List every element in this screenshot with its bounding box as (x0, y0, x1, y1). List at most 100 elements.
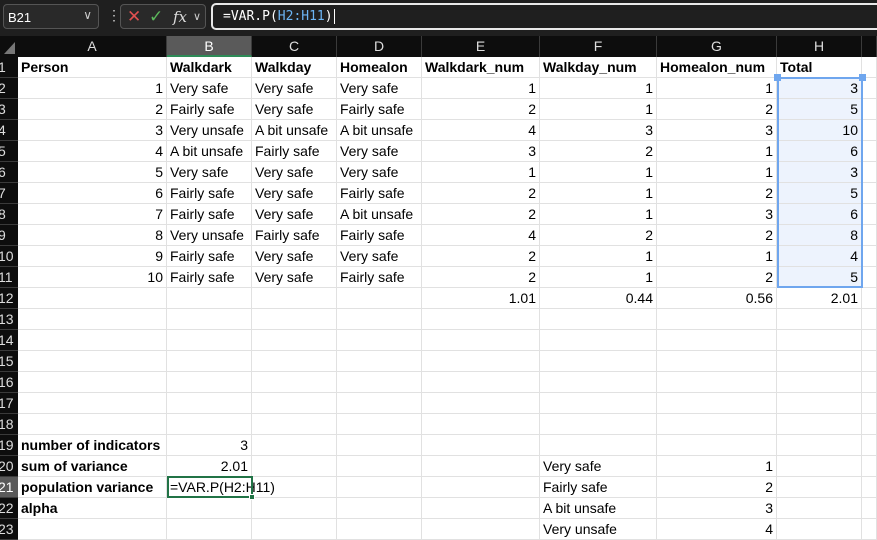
row-header-3[interactable]: 3 (0, 99, 18, 120)
cell-H18[interactable] (777, 414, 862, 435)
cell-C8[interactable]: Very safe (252, 204, 337, 225)
cell-E2[interactable]: 1 (422, 78, 540, 99)
insert-function-button[interactable]: fx (173, 8, 188, 26)
cell-A17[interactable] (18, 393, 167, 414)
cell-B23[interactable] (167, 519, 252, 540)
cell-C21[interactable] (252, 477, 337, 498)
cell-G10[interactable]: 1 (657, 246, 777, 267)
cell-G5[interactable]: 1 (657, 141, 777, 162)
cell-E1[interactable]: Walkdark_num (422, 57, 540, 78)
row-header-12[interactable]: 12 (0, 288, 18, 309)
cell-I20[interactable] (862, 456, 877, 477)
formula-input[interactable]: =VAR.P(H2:H11) (211, 3, 877, 30)
cell-I3[interactable] (862, 99, 877, 120)
cell-E4[interactable]: 4 (422, 120, 540, 141)
cell-A13[interactable] (18, 309, 167, 330)
cell-E6[interactable]: 1 (422, 162, 540, 183)
cell-C23[interactable] (252, 519, 337, 540)
cell-I12[interactable] (862, 288, 877, 309)
cell-G16[interactable] (657, 372, 777, 393)
cell-B18[interactable] (167, 414, 252, 435)
cell-H13[interactable] (777, 309, 862, 330)
cell-I5[interactable] (862, 141, 877, 162)
row-header-16[interactable]: 16 (0, 372, 18, 393)
cell-G19[interactable] (657, 435, 777, 456)
cell-I9[interactable] (862, 225, 877, 246)
cell-B21[interactable]: =VAR.P(H2:H11) (167, 477, 275, 498)
cell-B10[interactable]: Fairly safe (167, 246, 252, 267)
cell-F8[interactable]: 1 (540, 204, 657, 225)
cell-I13[interactable] (862, 309, 877, 330)
cell-H17[interactable] (777, 393, 862, 414)
cell-A14[interactable] (18, 330, 167, 351)
cell-A20[interactable]: sum of variance (18, 456, 167, 477)
cell-H14[interactable] (777, 330, 862, 351)
cell-B3[interactable]: Fairly safe (167, 99, 252, 120)
cell-C18[interactable] (252, 414, 337, 435)
cell-C16[interactable] (252, 372, 337, 393)
cell-H9[interactable]: 8 (777, 225, 862, 246)
cell-G17[interactable] (657, 393, 777, 414)
row-header-14[interactable]: 14 (0, 330, 18, 351)
cell-H16[interactable] (777, 372, 862, 393)
cell-H10[interactable]: 4 (777, 246, 862, 267)
cell-D13[interactable] (337, 309, 422, 330)
cell-G9[interactable]: 2 (657, 225, 777, 246)
cell-A21[interactable]: population variance (18, 477, 167, 498)
cell-D7[interactable]: Fairly safe (337, 183, 422, 204)
cell-C4[interactable]: A bit unsafe (252, 120, 337, 141)
cell-F18[interactable] (540, 414, 657, 435)
cell-E22[interactable] (422, 498, 540, 519)
cell-D15[interactable] (337, 351, 422, 372)
cell-A1[interactable]: Person (18, 57, 167, 78)
cell-D20[interactable] (337, 456, 422, 477)
cell-A10[interactable]: 9 (18, 246, 167, 267)
cell-F17[interactable] (540, 393, 657, 414)
cell-A12[interactable] (18, 288, 167, 309)
cell-H8[interactable]: 6 (777, 204, 862, 225)
cell-I10[interactable] (862, 246, 877, 267)
cell-C3[interactable]: Very safe (252, 99, 337, 120)
cell-F6[interactable]: 1 (540, 162, 657, 183)
cell-D3[interactable]: Fairly safe (337, 99, 422, 120)
cell-D6[interactable]: Very safe (337, 162, 422, 183)
cell-C12[interactable] (252, 288, 337, 309)
select-all-button[interactable] (0, 36, 18, 57)
cell-B7[interactable]: Fairly safe (167, 183, 252, 204)
cell-B15[interactable] (167, 351, 252, 372)
cell-F3[interactable]: 1 (540, 99, 657, 120)
cell-E23[interactable] (422, 519, 540, 540)
cell-C9[interactable]: Fairly safe (252, 225, 337, 246)
row-header-13[interactable]: 13 (0, 309, 18, 330)
cell-A9[interactable]: 8 (18, 225, 167, 246)
cell-G22[interactable]: 3 (657, 498, 777, 519)
cell-H22[interactable] (777, 498, 862, 519)
cell-D18[interactable] (337, 414, 422, 435)
row-header-23[interactable]: 23 (0, 519, 18, 540)
cell-C13[interactable] (252, 309, 337, 330)
row-header-20[interactable]: 20 (0, 456, 18, 477)
row-header-7[interactable]: 7 (0, 183, 18, 204)
cell-E18[interactable] (422, 414, 540, 435)
cell-A23[interactable] (18, 519, 167, 540)
cell-H4[interactable]: 10 (777, 120, 862, 141)
cell-A3[interactable]: 2 (18, 99, 167, 120)
row-header-6[interactable]: 6 (0, 162, 18, 183)
cell-F15[interactable] (540, 351, 657, 372)
cell-B2[interactable]: Very safe (167, 78, 252, 99)
cell-B19[interactable]: 3 (167, 435, 252, 456)
cell-C19[interactable] (252, 435, 337, 456)
row-header-21[interactable]: 21 (0, 477, 18, 498)
cell-G18[interactable] (657, 414, 777, 435)
cell-B6[interactable]: Very safe (167, 162, 252, 183)
cell-G6[interactable]: 1 (657, 162, 777, 183)
cell-E21[interactable] (422, 477, 540, 498)
cell-F12[interactable]: 0.44 (540, 288, 657, 309)
cell-I2[interactable] (862, 78, 877, 99)
row-header-18[interactable]: 18 (0, 414, 18, 435)
cell-D16[interactable] (337, 372, 422, 393)
cell-I21[interactable] (862, 477, 877, 498)
cell-E11[interactable]: 2 (422, 267, 540, 288)
cell-E9[interactable]: 4 (422, 225, 540, 246)
cell-E17[interactable] (422, 393, 540, 414)
